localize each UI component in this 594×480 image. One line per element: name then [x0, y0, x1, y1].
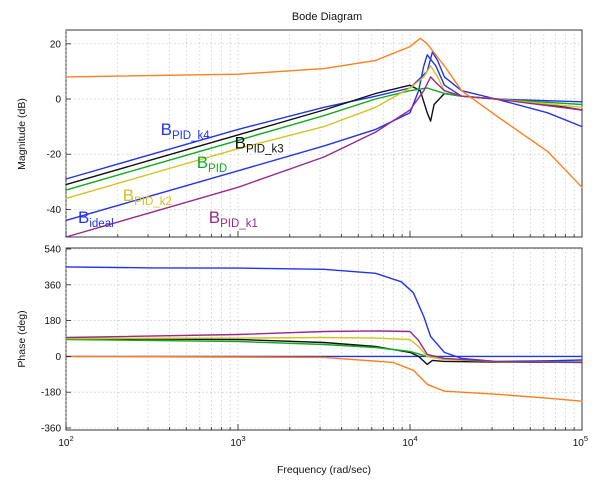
- y-tick-label: -180: [41, 388, 61, 399]
- series-labels: Bideal BPID_k4 BPID_k3 BPID BPID_k2 BPID_k1: [78, 120, 284, 230]
- y-tick-label: -40: [47, 205, 62, 216]
- y-tick-label: 20: [50, 39, 62, 50]
- series-label-b-pid-k4: BPID_k4: [161, 120, 211, 142]
- phase-y-ticks: 540 360 180 0 -180 -360: [41, 244, 71, 435]
- phase-traces: [65, 266, 583, 402]
- y-tick-label: 540: [44, 244, 61, 255]
- magnitude-panel: 20 0 -20 -40 Bideal BPID_k4 BPID_k3 BPID BPID_k…: [16, 29, 583, 238]
- series-label-b-ideal: Bideal: [78, 208, 114, 230]
- y-tick-label: 0: [55, 95, 61, 106]
- phase-axis-label: Phase (deg): [16, 310, 28, 367]
- trace-b-pid-k1-phase: [65, 330, 583, 364]
- x-tick-label: 103: [230, 434, 245, 449]
- trace-orange-phase: [65, 355, 583, 402]
- frequency-axis-label: Frequency (rad/sec): [277, 464, 371, 476]
- frequency-tick-labels: 102 103 104 105: [58, 434, 588, 449]
- series-label-b-pid-k2: BPID_k2: [123, 186, 172, 208]
- y-tick-label: -360: [41, 424, 61, 435]
- x-tick-label: 102: [58, 434, 73, 449]
- phase-panel: 540 360 180 0 -180 -360 Phase (deg): [16, 244, 583, 435]
- phase-x-ticks: [65, 424, 575, 430]
- magnitude-y-ticks: 20 0 -20 -40: [47, 39, 71, 216]
- trace-b-pid-k1-magnitude: [65, 76, 583, 238]
- magnitude-axis-label: Magnitude (dB): [16, 98, 28, 170]
- trace-orange-magnitude: [65, 37, 583, 188]
- chart-title: Bode Diagram: [292, 11, 362, 23]
- y-tick-label: -20: [47, 150, 62, 161]
- x-tick-label: 104: [402, 434, 417, 449]
- trace-b-pid-k4-magnitude: [65, 51, 583, 180]
- magnitude-grid: [65, 30, 582, 237]
- series-label-b-pid: BPID: [197, 153, 228, 175]
- x-tick-label: 105: [573, 434, 588, 449]
- y-tick-label: 0: [55, 352, 61, 363]
- magnitude-plot-area: [65, 29, 583, 238]
- magnitude-x-ticks: [65, 231, 575, 237]
- series-label-b-pid-k1: BPID_k1: [209, 208, 258, 230]
- y-tick-label: 180: [44, 316, 61, 327]
- magnitude-traces: [65, 37, 583, 238]
- series-label-b-pid-k3: BPID_k3: [235, 134, 284, 156]
- y-tick-label: 360: [44, 280, 61, 291]
- trace-b-pid-k3-phase: [65, 337, 583, 366]
